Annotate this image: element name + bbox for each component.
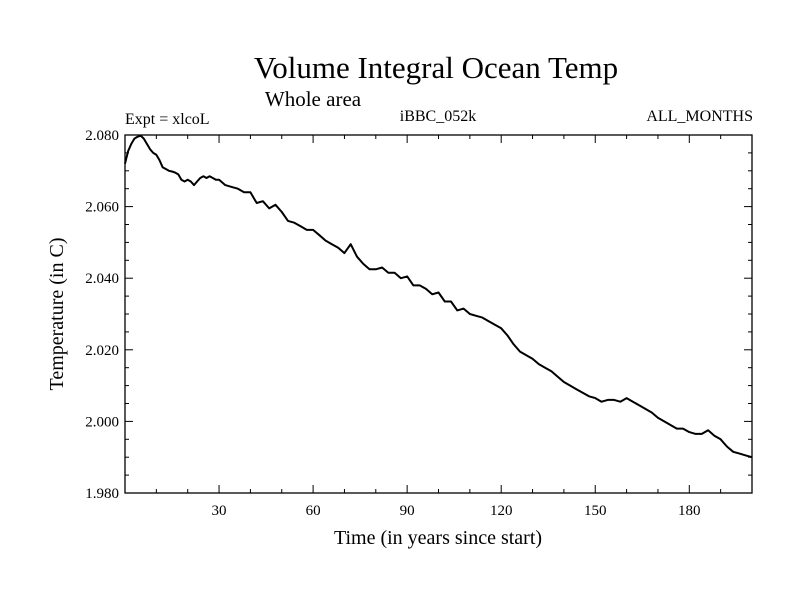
y-tick-label: 2.000 xyxy=(85,414,119,430)
y-axis-label: Temperature (in C) xyxy=(46,238,68,391)
y-axis: 1.980 2.000 2.020 2.040 2.060 2.080 xyxy=(85,128,752,502)
plot-frame xyxy=(124,134,753,494)
x-axis-label: Time (in years since start) xyxy=(334,527,542,549)
chart-title: Volume Integral Ocean Temp xyxy=(254,50,618,85)
x-tick-label: 150 xyxy=(584,503,607,519)
y-tick-label: 2.040 xyxy=(85,271,119,287)
x-axis: 30 60 90 120 150 180 xyxy=(155,135,722,519)
y-tick-label: 2.060 xyxy=(85,200,119,216)
x-tick-label: 120 xyxy=(490,503,513,519)
y-tick-label: 1.980 xyxy=(85,486,119,502)
series-line xyxy=(124,134,753,459)
months-label: ALL_MONTHS xyxy=(646,108,753,125)
x-tick-label: 180 xyxy=(678,503,701,519)
x-tick-label: 60 xyxy=(306,503,321,519)
y-tick-label: 2.020 xyxy=(85,343,119,359)
run-id-label: iBBC_052k xyxy=(400,108,476,125)
chart-subtitle: Whole area xyxy=(265,87,362,111)
x-tick-label: 30 xyxy=(212,503,227,519)
experiment-label: Expt = xlcoL xyxy=(125,111,210,128)
y-tick-label: 2.080 xyxy=(85,128,119,144)
series-layer xyxy=(124,134,753,459)
x-tick-label: 90 xyxy=(400,503,415,519)
